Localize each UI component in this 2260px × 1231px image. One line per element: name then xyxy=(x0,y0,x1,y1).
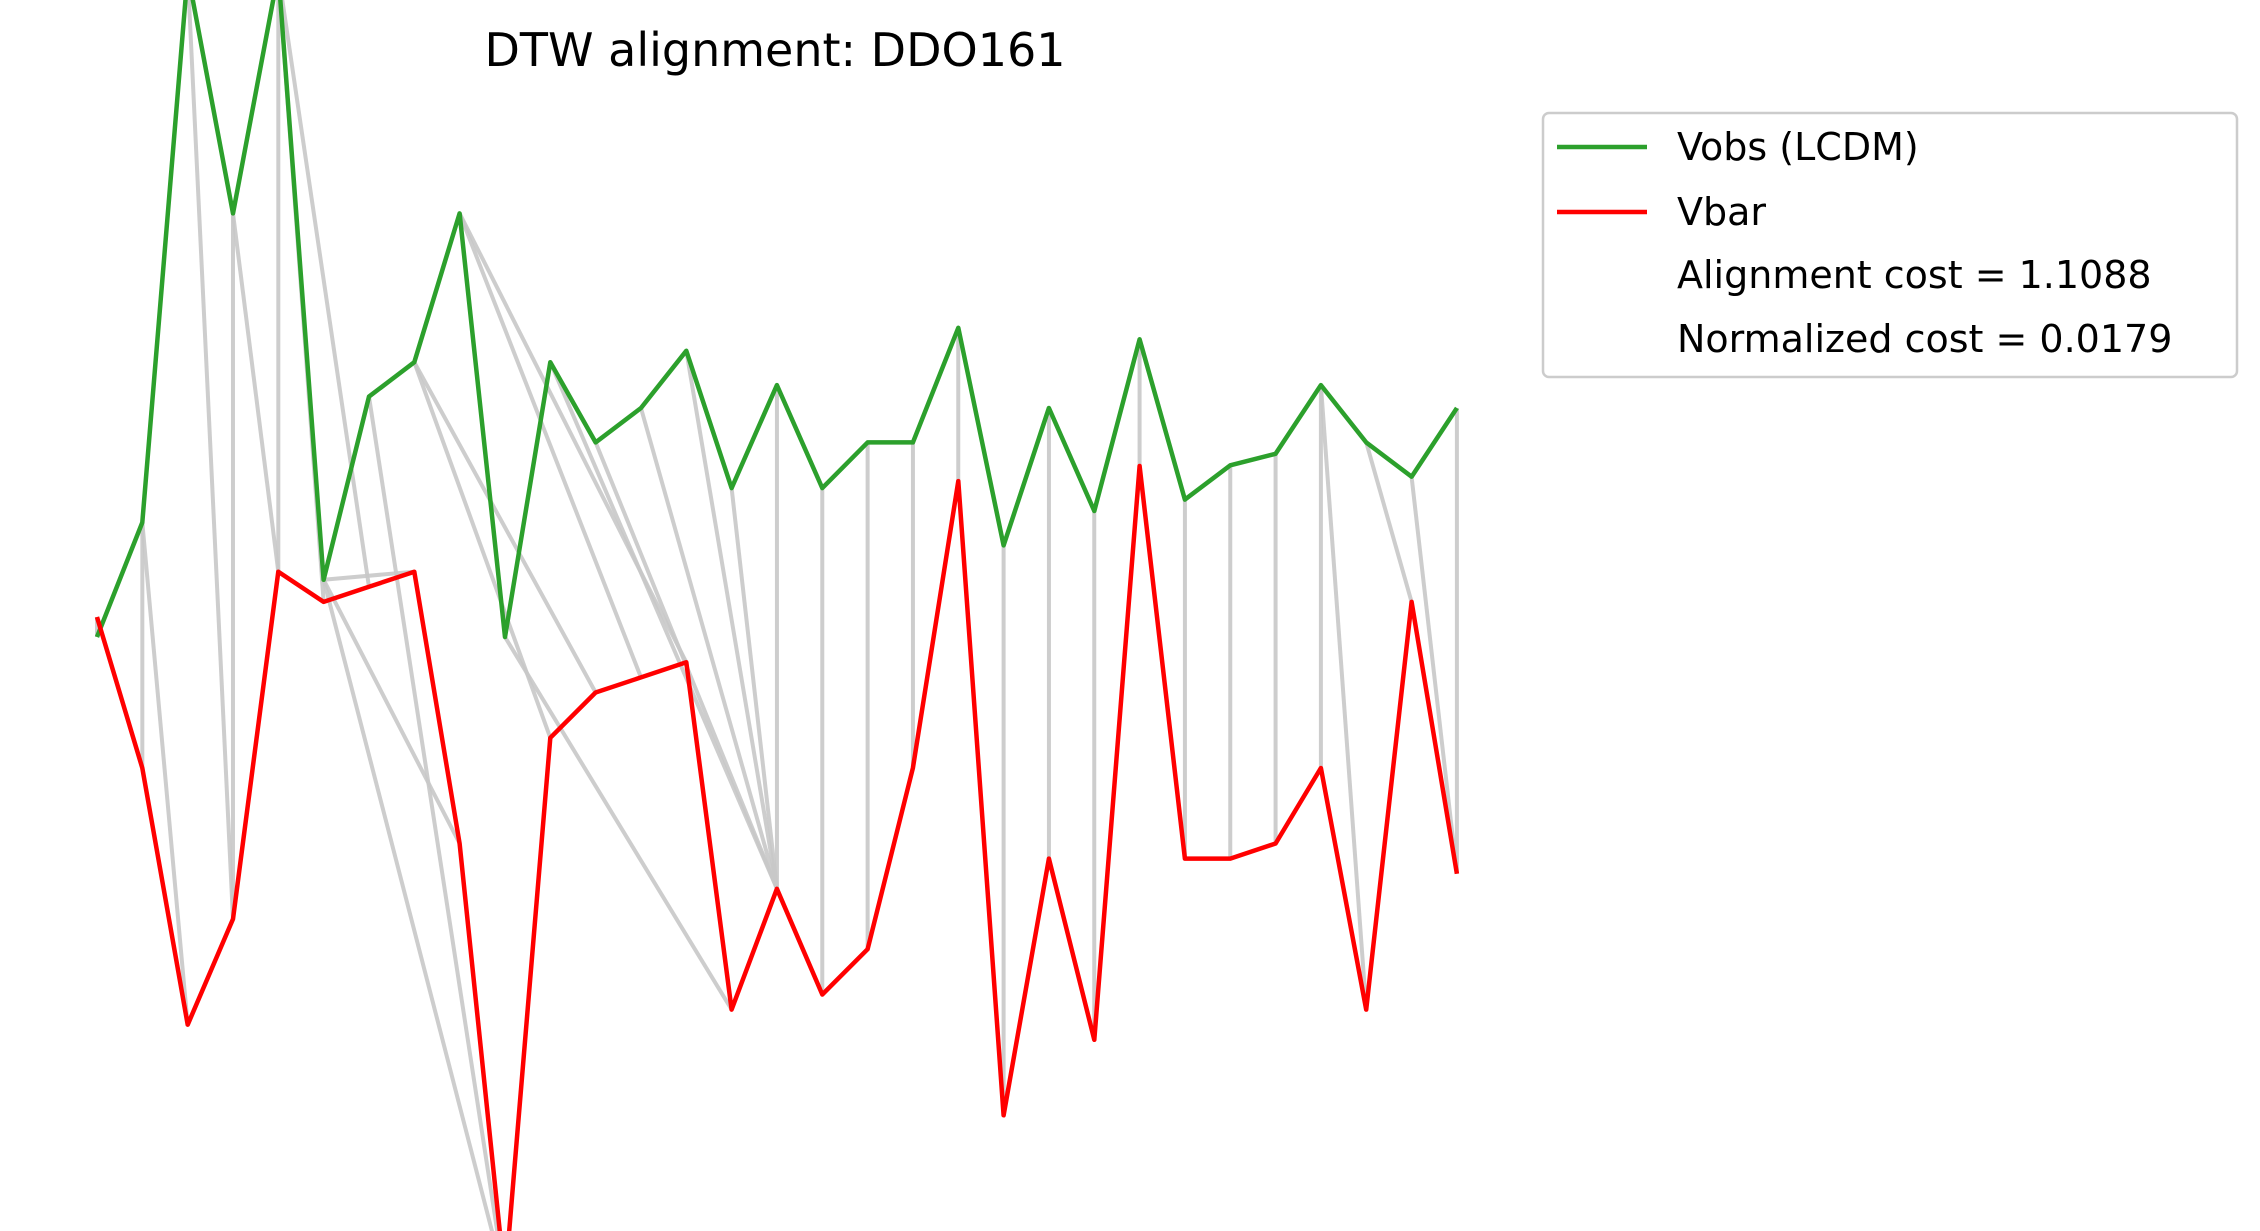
alignment-link-3 xyxy=(186,0,235,920)
alignment-link-11 xyxy=(321,579,495,1231)
alignment-link-38 xyxy=(1409,476,1459,874)
alignment-connections xyxy=(95,0,1459,1231)
alignment-link-14 xyxy=(412,361,598,694)
alignment-link-36 xyxy=(1318,384,1369,1010)
legend-label-vobs: Vobs (LCDM) xyxy=(1677,125,1919,169)
chart-title: DTW alignment: DDO161 xyxy=(485,23,1066,77)
legend: Vobs (LCDM) Vbar Alignment cost = 1.1088… xyxy=(1541,111,2239,379)
alignment-link-2 xyxy=(140,522,190,1025)
alignment-link-20 xyxy=(639,407,779,890)
legend-label-vbar: Vbar xyxy=(1677,190,1766,234)
legend-alignment-cost: Alignment cost = 1.1088 xyxy=(1677,253,2152,297)
alignment-link-10 xyxy=(321,578,462,845)
alignment-link-21 xyxy=(684,350,779,890)
alignment-link-22 xyxy=(729,487,779,890)
alignment-link-9 xyxy=(323,569,415,582)
alignment-link-12 xyxy=(367,396,500,1231)
series-lines xyxy=(94,0,1460,1231)
legend-frame xyxy=(1541,111,2239,379)
alignment-link-17 xyxy=(503,635,734,1011)
legend-normalized-cost: Normalized cost = 0.0179 xyxy=(1677,317,2172,361)
alignment-link-5 xyxy=(231,213,281,572)
alignment-link-15 xyxy=(457,212,643,679)
series-line-vobs-lcdm xyxy=(94,0,1459,640)
alignment-link-37 xyxy=(1364,441,1414,603)
series-line-vbar xyxy=(94,463,1460,1231)
alignment-link-8 xyxy=(280,0,371,588)
